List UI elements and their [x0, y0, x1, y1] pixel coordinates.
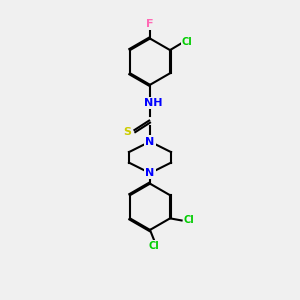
Text: S: S — [123, 127, 131, 137]
Text: N: N — [146, 168, 154, 178]
Text: Cl: Cl — [182, 37, 192, 47]
Text: NH: NH — [144, 98, 162, 108]
Text: Cl: Cl — [149, 241, 160, 251]
Text: Cl: Cl — [184, 215, 194, 226]
Text: F: F — [146, 19, 154, 29]
Text: N: N — [146, 136, 154, 147]
